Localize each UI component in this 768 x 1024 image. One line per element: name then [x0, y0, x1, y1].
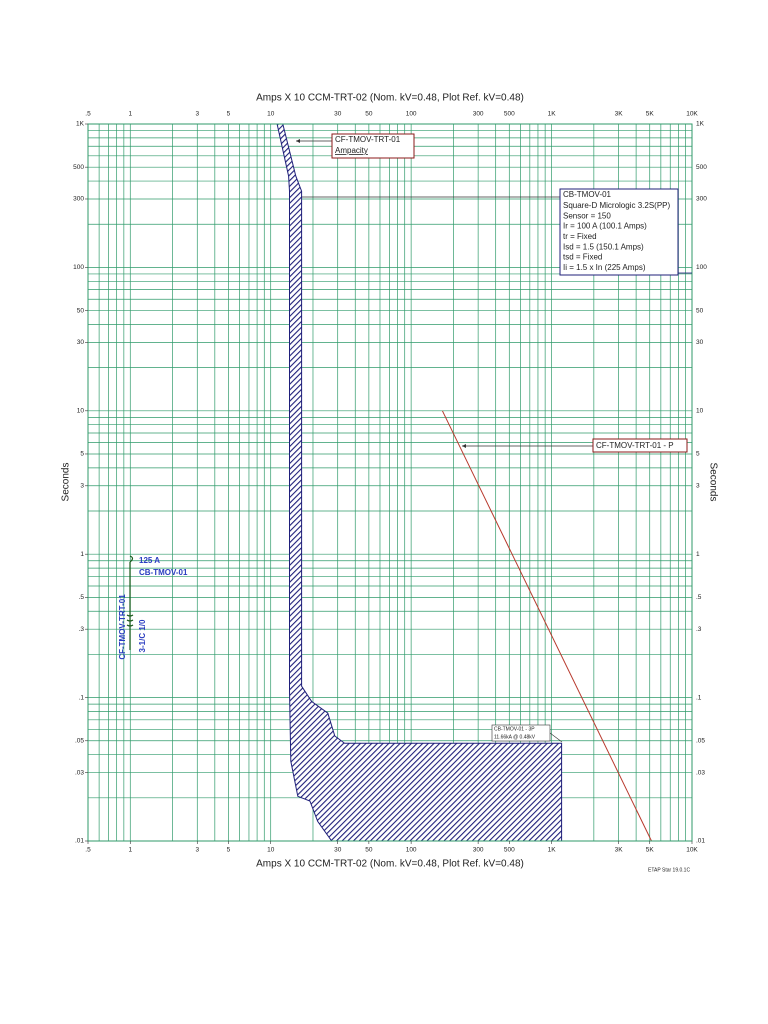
- annotation-box: [331, 133, 415, 159]
- x-tick-label: 1: [128, 111, 132, 118]
- y-tick-label: 3: [696, 482, 700, 489]
- breaker-setting: Ir = 100 A (100.1 Amps): [563, 222, 647, 231]
- y-tick-label: 300: [696, 196, 707, 203]
- cable-icon: [126, 555, 134, 650]
- y-tick-label: .03: [696, 769, 705, 776]
- x-tick-label: 10: [267, 847, 275, 854]
- breaker-setting: Ii = 1.5 x In (225 Amps): [563, 263, 646, 272]
- x-tick-label: 10K: [686, 111, 698, 118]
- breaker-setting: tr = Fixed: [563, 232, 597, 241]
- y-tick-label: 1K: [696, 121, 705, 128]
- y-tick-label: 50: [77, 307, 85, 314]
- y-tick-label: 10: [77, 408, 85, 415]
- y-tick-label: 100: [696, 264, 707, 271]
- y-tick-label: .1: [79, 694, 85, 701]
- footer: ETAP Star 19.0.1C: [648, 867, 690, 873]
- x-tick-label: 30: [334, 111, 342, 118]
- breaker-setting: Isd = 1.5 (150.1 Amps): [563, 242, 644, 251]
- cable-symbol: 125 A CB-TMOV-01 CF-TMOV-TRT-01 3-1/C 1/…: [118, 555, 188, 660]
- y-axis-label: Seconds: [61, 463, 72, 502]
- x-tick-label: 100: [406, 111, 417, 118]
- y-tick-label: 30: [696, 339, 704, 346]
- y-tick-label: 300: [73, 196, 84, 203]
- chart-title: Amps X 10 CCM-TRT-02 (Nom. kV=0.48, Plot…: [256, 93, 524, 104]
- y-tick-label: 1: [696, 551, 700, 558]
- arrow: [462, 444, 466, 448]
- x-tick-label: .5: [85, 111, 91, 118]
- y-tick-label: 100: [73, 264, 84, 271]
- y-tick-label: 500: [73, 164, 84, 171]
- annotation-title: CF-TMOV-TRT-01: [335, 135, 401, 144]
- x-tick-label: 3: [195, 847, 199, 854]
- y-tick-label: .01: [696, 838, 705, 845]
- fault-text: CB-TMOV-01 - 3P: [494, 726, 535, 732]
- breaker-settings: Square-D Micrologic 3.2S(PP)Sensor = 150…: [563, 201, 670, 272]
- y-tick-label: 30: [77, 339, 85, 346]
- x-tick-label: 30: [334, 847, 342, 854]
- chart-title-bottom: Amps X 10 CCM-TRT-02 (Nom. kV=0.48, Plot…: [256, 859, 524, 870]
- y-tick-label: .05: [75, 737, 84, 744]
- x-tick-label: 300: [473, 111, 484, 118]
- breaker-setting: Sensor = 150: [563, 211, 611, 220]
- y-tick-label: .03: [75, 769, 84, 776]
- x-tick-label: 10K: [686, 847, 698, 854]
- cable-size: 3-1/C 1/0: [138, 619, 147, 652]
- annotation-title: CF-TMOV-TRT-01 - P: [596, 441, 674, 450]
- breaker-setting: tsd = Fixed: [563, 253, 602, 262]
- trip-band: [276, 123, 563, 842]
- y-tick-label: .1: [696, 694, 702, 701]
- annotation-box: [491, 724, 551, 742]
- x-tick-label: 1: [128, 847, 132, 854]
- y-tick-label: .5: [79, 594, 85, 601]
- plot-frame: [87, 123, 693, 842]
- x-tick-label: 5: [227, 847, 231, 854]
- leader-line: [549, 732, 563, 743]
- y-tick-label: .3: [696, 626, 702, 633]
- y-tick-label: 500: [696, 164, 707, 171]
- x-tick-label: 10: [267, 111, 275, 118]
- y-tick-label: .01: [75, 838, 84, 845]
- x-tick-label: 1K: [548, 111, 557, 118]
- x-tick-label: 500: [504, 111, 515, 118]
- x-tick-label: 100: [406, 847, 417, 854]
- y-tick-label: 1K: [76, 121, 85, 128]
- y-axis-label-right: Seconds: [707, 463, 718, 502]
- y-tick-label: 10: [696, 408, 704, 415]
- annotation-text: Ampacity: [335, 146, 368, 155]
- x-tick-label: 50: [365, 111, 373, 118]
- cable-name: CF-TMOV-TRT-01: [118, 594, 127, 660]
- x-tick-label: 3K: [615, 111, 624, 118]
- y-tick-label: .05: [696, 737, 705, 744]
- cable-rating: 125 A: [139, 556, 160, 565]
- x-tick-label: 1K: [548, 847, 557, 854]
- x-tick-label: 500: [504, 847, 515, 854]
- y-tick-label: 5: [696, 451, 700, 458]
- x-tick-label: 3K: [615, 847, 624, 854]
- breaker-setting: Square-D Micrologic 3.2S(PP): [563, 201, 670, 210]
- y-tick-label: 1: [80, 551, 84, 558]
- plot: [276, 123, 652, 842]
- x-tick-label: 50: [365, 847, 373, 854]
- annotation-title: CB-TMOV-01: [563, 190, 612, 199]
- x-tick-label: 5K: [646, 111, 655, 118]
- fault-text: 11.66kA @ 0.48kV: [494, 734, 536, 740]
- arrow: [296, 139, 300, 143]
- x-tick-label: .5: [85, 847, 91, 854]
- y-tick-label: .5: [696, 594, 702, 601]
- x-tick-label: 5K: [646, 847, 655, 854]
- y-tick-label: 50: [696, 307, 704, 314]
- y-tick-label: .3: [79, 626, 85, 633]
- annotation-box: [559, 188, 679, 276]
- x-tick-label: 3: [195, 111, 199, 118]
- x-tick-label: 5: [227, 111, 231, 118]
- annotation-box: [592, 438, 688, 453]
- y-tick-label: 3: [80, 482, 84, 489]
- breaker-name: CB-TMOV-01: [139, 568, 188, 577]
- damage-curve: [441, 410, 652, 842]
- x-tick-label: 300: [473, 847, 484, 854]
- y-tick-label: 5: [80, 451, 84, 458]
